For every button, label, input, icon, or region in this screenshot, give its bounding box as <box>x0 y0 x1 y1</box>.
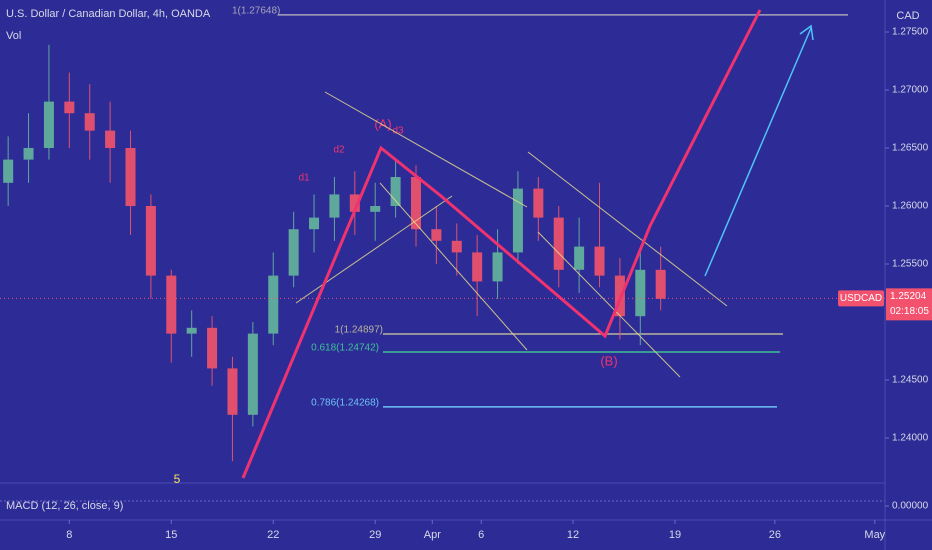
price-tick-label: 1.26500 <box>892 143 929 154</box>
symbol-tag <box>838 290 884 307</box>
time-tick-label: 29 <box>369 529 381 541</box>
candle-body <box>533 188 544 218</box>
candle-body <box>472 252 483 282</box>
time-tick-label: 15 <box>165 529 177 541</box>
candle-body <box>574 246 585 270</box>
candle-body <box>594 246 605 276</box>
target-arrow <box>704 27 812 277</box>
candle-body <box>410 177 421 230</box>
trend-line <box>527 151 728 307</box>
time-tick-label: 26 <box>769 529 781 541</box>
currency-label: CAD <box>896 10 919 22</box>
price-tick-label: 1.24500 <box>892 375 929 386</box>
candle-body <box>268 275 279 334</box>
candle-body <box>207 327 218 369</box>
fib-level-label: 0.786(1.24268) <box>311 398 379 409</box>
candle-body <box>431 229 442 241</box>
time-tick-label: Apr <box>424 529 441 541</box>
candle-body <box>105 130 116 149</box>
channel-lines <box>295 91 728 378</box>
price-tick-label: 1.26000 <box>892 201 929 212</box>
volume-label: Vol <box>6 30 21 42</box>
fib-level-label: 0.618(1.24742) <box>311 343 379 354</box>
candle-body <box>512 188 523 253</box>
time-tick-label: 22 <box>267 529 279 541</box>
time-tick-label: 12 <box>567 529 579 541</box>
wave-label: d1 <box>298 173 310 184</box>
candle-body <box>43 101 54 149</box>
drawings <box>241 9 814 479</box>
candle-body <box>635 269 646 317</box>
candle-body <box>349 194 360 212</box>
indicator-tick-label: 0.00000 <box>892 501 929 512</box>
time-tick-label: May <box>864 529 885 541</box>
candle-body <box>186 327 197 334</box>
wave-label: (A) <box>374 116 391 131</box>
candle-body <box>451 240 462 253</box>
time-tick-label: 6 <box>478 529 484 541</box>
wave-label: (B) <box>600 353 617 368</box>
wave-label: 5 <box>174 472 181 486</box>
price-tag-countdown: 02:18:05 <box>890 306 929 317</box>
candle-body <box>145 206 156 276</box>
candle-body <box>166 275 177 334</box>
candle-body <box>390 177 401 207</box>
candle-body <box>309 217 320 230</box>
candle-body <box>227 368 238 415</box>
wave-label: d2 <box>333 145 345 156</box>
price-tick-label: 1.24000 <box>892 433 929 444</box>
wave-label: d3 <box>392 126 404 137</box>
fib-level-label: 1(1.27648) <box>232 5 280 16</box>
price-tick-label: 1.27500 <box>892 27 929 38</box>
symbol-title: U.S. Dollar / Canadian Dollar, 4h, OANDA <box>6 8 211 20</box>
trend-line <box>295 195 453 304</box>
price-tick-label: 1.25500 <box>892 259 929 270</box>
wave-path <box>241 9 762 479</box>
symbol-tag-label: USDCAD <box>840 293 882 304</box>
fib-level-label: 1(1.24897) <box>335 325 383 336</box>
candle-body <box>125 148 136 207</box>
price-tag-value: 1.25204 <box>890 291 927 302</box>
trend-line <box>379 182 528 351</box>
time-tick-label: 8 <box>66 529 72 541</box>
candle-body <box>288 229 299 276</box>
candle-body <box>84 113 95 131</box>
price-tick-label: 1.27000 <box>892 85 929 96</box>
candle-body <box>329 194 340 218</box>
candle-body <box>23 148 34 160</box>
trend-line <box>537 231 681 378</box>
candle-body <box>370 206 381 212</box>
candle-body <box>492 252 503 282</box>
candle-body <box>247 333 258 415</box>
time-tick-label: 19 <box>669 529 681 541</box>
indicator-label: MACD (12, 26, close, 9) <box>6 500 123 512</box>
candle-body <box>655 269 666 299</box>
candle-body <box>64 101 75 114</box>
candle-body <box>3 159 14 183</box>
arrow-head <box>799 24 814 41</box>
candle-body <box>553 217 564 270</box>
price-tag <box>886 288 932 321</box>
trend-line <box>324 91 528 208</box>
